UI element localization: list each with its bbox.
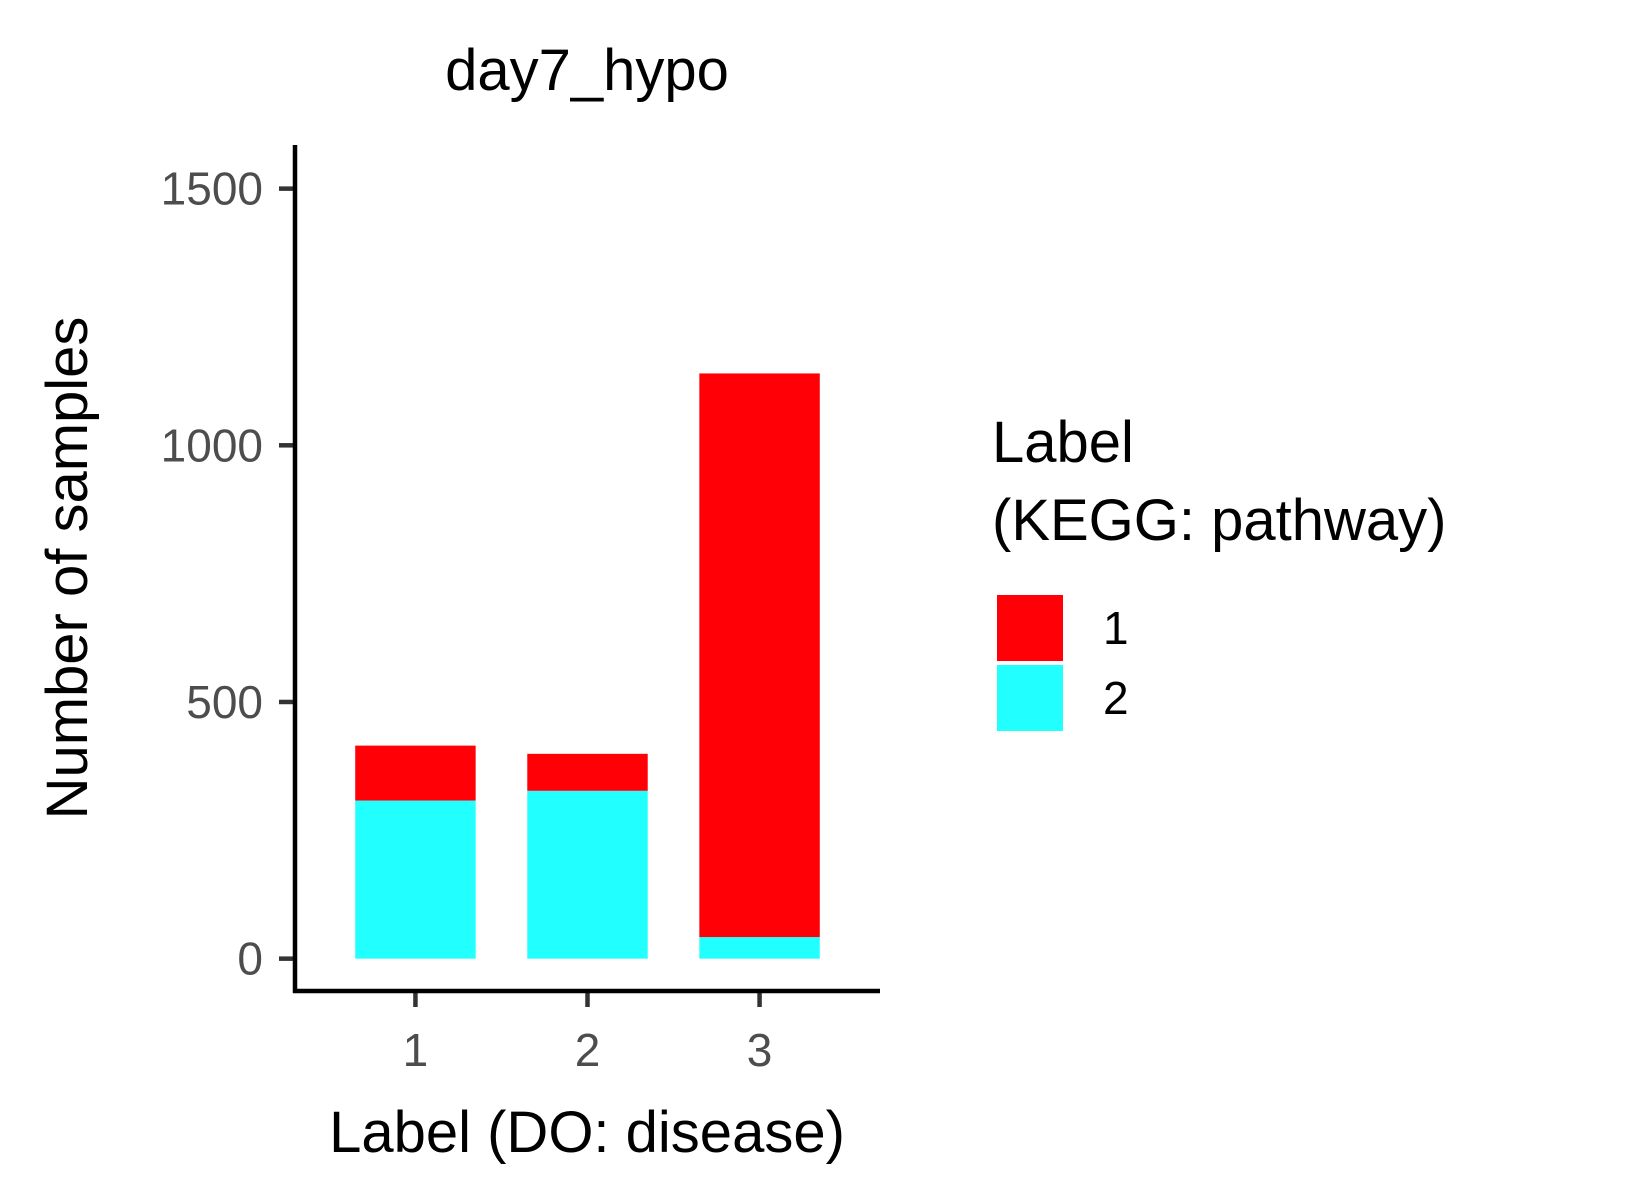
- bar-category-3-series-1: [699, 373, 820, 938]
- y-tick-label: 0: [237, 933, 263, 985]
- x-tick-label: 3: [747, 1024, 773, 1076]
- chart-title: day7_hypo: [445, 38, 729, 103]
- x-axis-ticks: 1 2 3: [403, 991, 773, 1076]
- x-tick-label: 1: [403, 1024, 429, 1076]
- y-tick-label: 1000: [161, 419, 263, 471]
- bar-category-2-series-2: [527, 790, 648, 959]
- y-axis-ticks: 0 500 1000 1500: [161, 163, 295, 985]
- legend: Label (KEGG: pathway) 1 2: [992, 410, 1446, 731]
- legend-label-2: 2: [1103, 672, 1129, 724]
- bar-category-1-series-1: [355, 745, 476, 801]
- bar-category-2-series-1: [527, 753, 648, 791]
- legend-label-1: 1: [1103, 602, 1129, 654]
- y-tick-label: 500: [186, 676, 263, 728]
- plot-area: 0 500 1000 1500 1 2 3: [161, 145, 880, 1076]
- legend-title-line-2: (KEGG: pathway): [992, 488, 1446, 553]
- x-tick-label: 2: [575, 1024, 601, 1076]
- y-axis-title: Number of samples: [35, 317, 100, 820]
- y-tick-label: 1500: [161, 163, 263, 215]
- bars-group: [355, 373, 820, 959]
- legend-title-line-1: Label: [992, 410, 1134, 475]
- bar-category-3-series-2: [699, 937, 820, 959]
- x-axis-title: Label (DO: disease): [329, 1100, 845, 1165]
- legend-swatch-2: [997, 665, 1063, 731]
- legend-swatch-1: [997, 595, 1063, 661]
- bar-category-1-series-2: [355, 800, 476, 959]
